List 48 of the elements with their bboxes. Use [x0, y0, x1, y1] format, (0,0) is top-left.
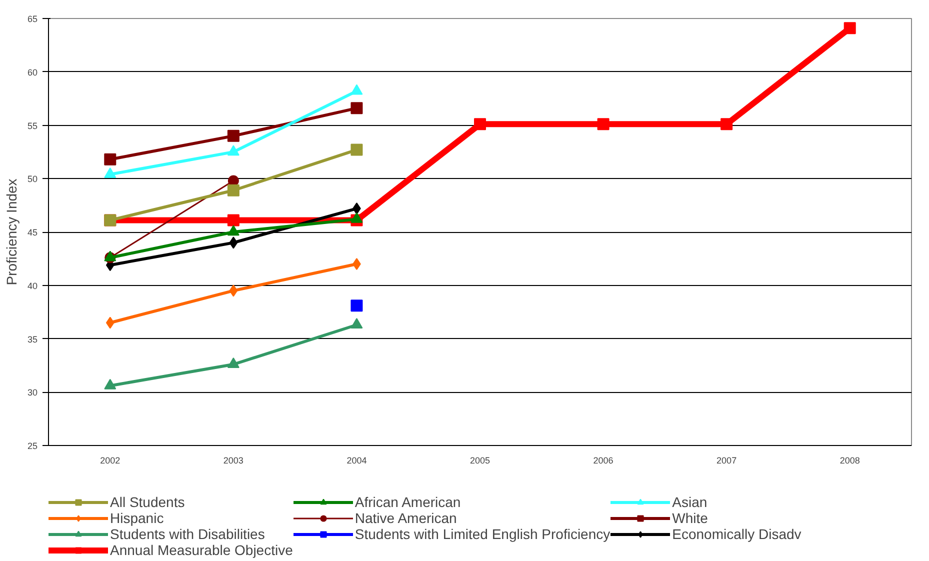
point — [227, 358, 240, 368]
x-tick-label: 2008 — [840, 456, 860, 466]
point — [474, 118, 486, 130]
point — [104, 378, 116, 390]
y-tick-label: 30 — [27, 388, 38, 398]
x-tick-label: 2007 — [716, 456, 737, 466]
x-tick-label: 2006 — [593, 456, 614, 466]
y-axis-title: Proficiency Index — [3, 178, 20, 286]
y-tick-label: 55 — [27, 120, 38, 131]
point — [227, 214, 240, 226]
point — [597, 118, 610, 130]
legend-label: Students with Limited English Proficiency — [354, 526, 610, 542]
point — [227, 225, 240, 236]
y-tick-label: 45 — [27, 228, 38, 238]
legend-label: White — [672, 510, 708, 526]
point — [106, 316, 114, 329]
point — [227, 145, 240, 156]
legend-label: Students with Disabilities — [110, 526, 265, 542]
point — [227, 130, 240, 142]
x-tick-label: 2005 — [470, 456, 490, 466]
x-tick-label: 2002 — [100, 456, 120, 466]
legend-label: Asian — [672, 494, 708, 510]
point — [350, 318, 363, 329]
point — [104, 168, 116, 178]
legend-label: Hispanic — [110, 510, 164, 526]
point — [350, 144, 363, 156]
x-tick-label: 2004 — [346, 456, 367, 466]
point — [350, 102, 363, 114]
point — [227, 184, 240, 196]
y-tick-label: 60 — [27, 67, 38, 78]
point — [350, 300, 363, 312]
y-tick-label: 35 — [27, 334, 38, 344]
legend-label: All Students — [110, 494, 185, 510]
point — [720, 118, 733, 130]
y-tick-label: 50 — [27, 174, 38, 184]
y-tick-label: 65 — [27, 14, 38, 24]
legend-label: Native American — [354, 510, 457, 526]
legend-label: African American — [354, 494, 461, 510]
point — [229, 284, 238, 297]
point — [844, 22, 856, 34]
point — [229, 236, 238, 249]
legend-label: Economically Disadv — [672, 526, 802, 542]
x-tick-label: 2003 — [223, 456, 244, 466]
point — [350, 212, 363, 223]
y-tick-label: 40 — [27, 280, 38, 291]
point — [104, 153, 116, 166]
y-tick-label: 25 — [27, 441, 38, 451]
legend-label: Annual Measurable Objective — [110, 542, 293, 558]
